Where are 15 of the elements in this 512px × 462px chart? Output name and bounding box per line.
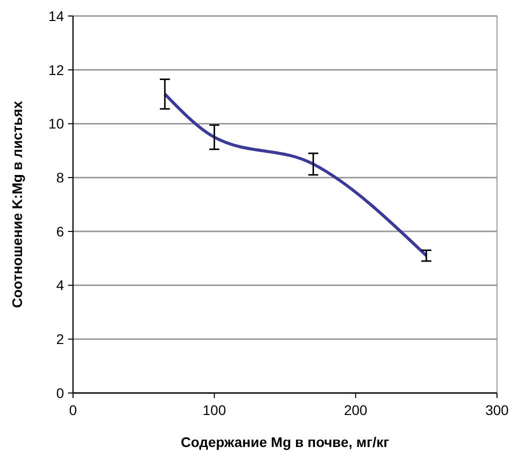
x-tick-label: 100	[202, 402, 226, 418]
y-tick-label: 0	[56, 384, 64, 401]
x-tick-label: 200	[344, 402, 368, 418]
y-axis-title: Соотношение K:Mg в листьях	[9, 100, 25, 308]
line-series	[163, 92, 428, 258]
x-tick-label: 0	[69, 402, 78, 418]
y-tick-label: 2	[56, 331, 64, 348]
y-tick-label: 6	[56, 223, 64, 240]
y-tick-label: 10	[48, 116, 64, 132]
x-axis-title: Содержание Mg в почве, мг/кг	[180, 434, 390, 450]
y-tick-label: 12	[48, 62, 64, 78]
y-tick-label: 8	[56, 169, 64, 186]
x-tick-label: 300	[485, 402, 509, 418]
y-tick-label: 14	[48, 8, 64, 24]
y-tick-label: 4	[56, 277, 64, 294]
